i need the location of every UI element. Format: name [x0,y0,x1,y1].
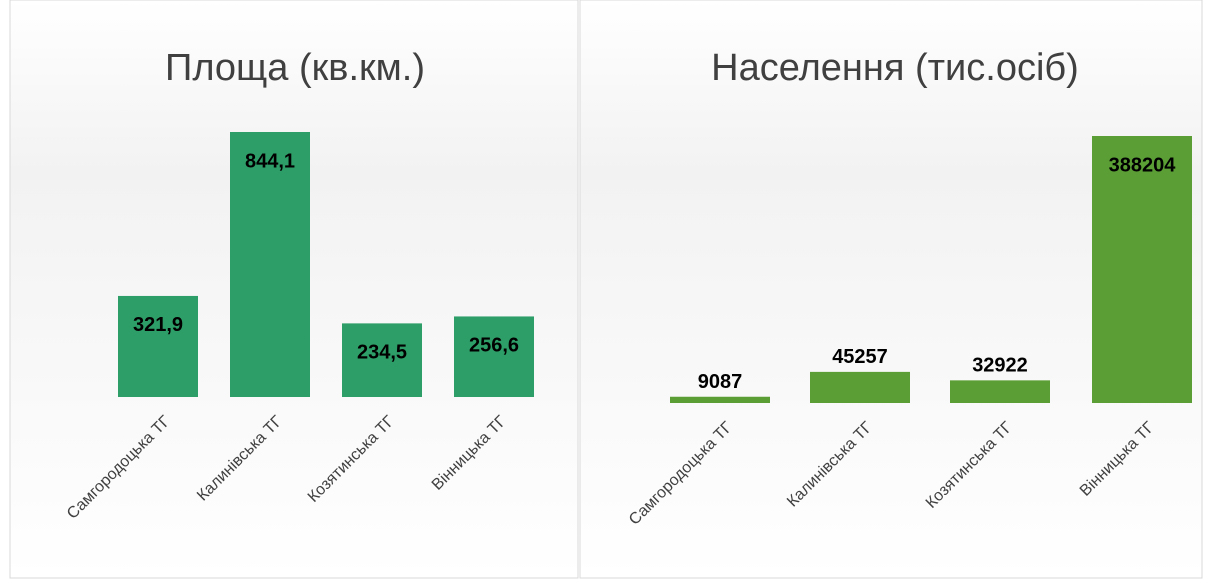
data-label: 256,6 [469,335,519,357]
bar [1092,136,1192,403]
data-label: 234,5 [357,342,407,364]
bar [454,316,534,397]
bar [342,323,422,397]
data-label: 388204 [1109,154,1177,176]
bar [230,132,310,397]
bar [810,371,910,403]
chart-title: Населення (тис.осіб) [711,47,1079,89]
data-label: 32922 [972,355,1028,377]
data-label: 321,9 [133,314,183,336]
chart-title: Площа (кв.км.) [165,47,425,89]
data-label: 844,1 [245,150,295,172]
data-label: 45257 [832,346,888,368]
bar [950,380,1050,403]
data-label: 9087 [698,371,743,393]
bar [670,396,770,403]
bar [118,295,198,397]
